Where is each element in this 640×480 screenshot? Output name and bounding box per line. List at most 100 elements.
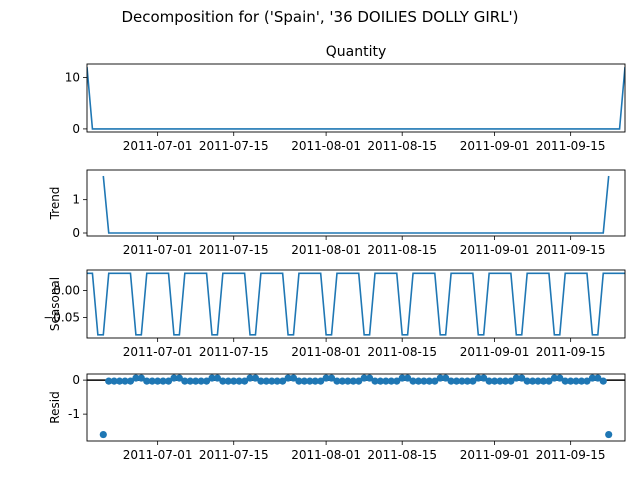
resid-point — [154, 377, 162, 385]
resid-point — [398, 374, 406, 382]
resid-point — [414, 377, 423, 385]
resid-point — [458, 377, 466, 385]
resid-point — [529, 377, 537, 385]
panel-frame — [86, 169, 626, 237]
x-tick-label: 2011-07-15 — [199, 345, 269, 359]
resid-point — [480, 374, 488, 382]
y-tick-label: 0 — [72, 373, 80, 387]
resid-point — [230, 377, 238, 385]
resid-point — [105, 377, 113, 385]
resid-point — [539, 377, 548, 385]
resid-point — [599, 377, 607, 385]
resid-point — [126, 377, 135, 385]
y-tick-label: 0 — [72, 122, 80, 136]
panel-1: Quantity 0 10 2011-07-01 2011-07-15 2011-08-0… — [65, 44, 626, 153]
resid-point — [594, 374, 602, 382]
resid-point — [262, 377, 270, 385]
x-tick-label: 2011-08-15 — [367, 448, 437, 462]
resid-point — [442, 374, 450, 382]
resid-point — [289, 374, 298, 382]
resid-point — [333, 377, 341, 385]
resid-point — [404, 374, 412, 382]
resid-point — [273, 377, 281, 385]
y-tick-label: 10 — [65, 70, 80, 84]
resid-point — [436, 374, 444, 382]
y-tick-label: 0.00 — [53, 283, 80, 297]
resid-point — [175, 374, 183, 382]
plot-area — [87, 67, 625, 130]
x-tick-label: 2011-09-15 — [536, 345, 606, 359]
x-tick-label: 2011-08-01 — [291, 448, 361, 462]
resid-point — [550, 374, 558, 382]
resid-point — [474, 374, 482, 382]
resid-point — [148, 377, 156, 385]
resid-point — [556, 374, 564, 382]
resid-point — [501, 377, 510, 385]
resid-point — [393, 377, 401, 385]
x-tick-label: 2011-09-15 — [536, 139, 606, 153]
resid-point — [431, 377, 439, 385]
resid-point — [512, 374, 520, 382]
x-tick-label: 2011-09-15 — [536, 243, 606, 257]
x-tick-label: 2011-08-15 — [367, 243, 437, 257]
outlier-point — [605, 430, 613, 439]
resid-point — [327, 374, 336, 382]
resid-point — [235, 377, 243, 385]
resid-point — [322, 374, 330, 382]
resid-point — [387, 377, 395, 385]
resid-point — [561, 377, 569, 385]
resid-point — [338, 377, 347, 385]
resid-point — [246, 374, 254, 382]
panel-4: Resid 0 -1 2011-07-01 2011-07-15 2011-08-01 20… — [48, 373, 626, 462]
resid-point — [284, 374, 292, 382]
y-tick-label: −0.05 — [43, 311, 80, 325]
resid-point — [567, 377, 575, 385]
x-tick-label: 2011-09-01 — [460, 139, 530, 153]
resid-point — [485, 377, 493, 385]
y-tick-label: -1 — [68, 407, 80, 421]
outlier-point — [99, 430, 107, 439]
panel-2: Trend 0 1 2011-07-01 2011-07-15 2011-08-01 201… — [48, 169, 626, 257]
resid-point — [279, 377, 287, 385]
resid-point — [268, 377, 276, 385]
resid-point — [186, 377, 194, 385]
y-axis-label: Resid — [48, 391, 62, 423]
plot-area — [102, 175, 610, 234]
resid-point — [295, 377, 303, 385]
resid-point — [463, 377, 471, 385]
resid-point — [224, 377, 232, 385]
panel-title: Quantity — [326, 44, 387, 60]
figure-suptitle: Decomposition for ('Spain', '36 DOILIES … — [121, 8, 518, 26]
resid-point — [365, 374, 374, 382]
panel-frame — [86, 63, 626, 133]
resid-point — [121, 377, 129, 385]
x-tick-label: 2011-09-01 — [460, 345, 530, 359]
x-tick-label: 2011-07-15 — [199, 448, 269, 462]
resid-point — [490, 377, 499, 385]
plot-area — [87, 272, 625, 336]
x-tick-label: 2011-08-15 — [367, 139, 437, 153]
x-tick-label: 2011-08-15 — [367, 345, 437, 359]
resid-point — [425, 377, 433, 385]
y-axis-label: Trend — [48, 187, 62, 221]
resid-point — [257, 377, 265, 385]
resid-point — [577, 377, 586, 385]
resid-point — [132, 374, 140, 382]
resid-point — [507, 377, 515, 385]
resid-point — [572, 377, 580, 385]
x-tick-label: 2011-08-01 — [291, 243, 361, 257]
resid-point — [306, 377, 314, 385]
resid-point — [181, 377, 189, 385]
x-tick-label: 2011-07-01 — [123, 139, 193, 153]
resid-point — [317, 377, 325, 385]
resid-point — [376, 377, 385, 385]
x-tick-label: 2011-07-15 — [199, 139, 269, 153]
x-tick-label: 2011-07-01 — [123, 448, 193, 462]
series-line — [102, 175, 610, 234]
resid-point — [116, 377, 124, 385]
resid-point — [583, 377, 591, 385]
resid-point — [534, 377, 542, 385]
resid-point — [300, 377, 308, 385]
